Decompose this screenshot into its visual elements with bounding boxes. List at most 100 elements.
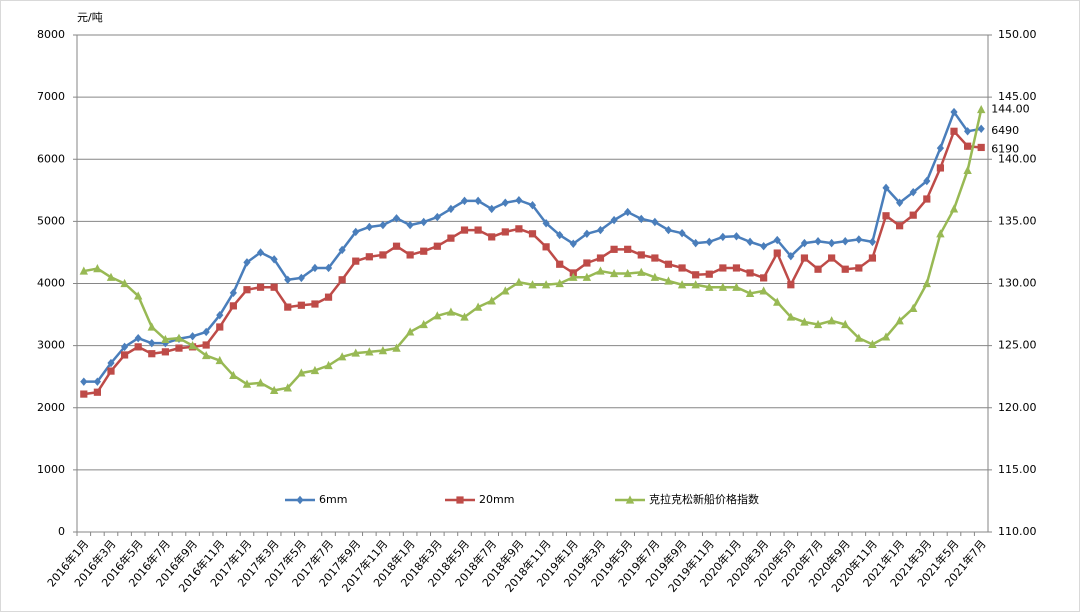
- y-tick-label: 7000: [37, 90, 65, 103]
- data-point: [691, 280, 700, 289]
- data-point: [705, 237, 713, 247]
- y2-tick-label: 130.00: [998, 277, 1037, 290]
- data-point: [188, 341, 197, 350]
- data-point: [664, 260, 673, 268]
- y2-tick-label: 120.00: [998, 401, 1037, 414]
- data-point: [760, 274, 768, 282]
- data-point: [909, 211, 917, 219]
- data-point: [311, 263, 319, 273]
- data-point: [650, 272, 660, 281]
- data-point: [841, 237, 849, 246]
- data-point: [909, 187, 917, 197]
- data-point: [964, 142, 972, 150]
- data-point: [964, 127, 972, 136]
- data-point: [950, 107, 958, 117]
- data-point: [365, 222, 373, 232]
- data-point: [107, 358, 115, 368]
- data-point: [297, 301, 305, 309]
- data-point: [270, 255, 278, 264]
- data-point: [678, 264, 686, 272]
- data-point: [624, 207, 632, 217]
- data-point: [936, 229, 945, 238]
- data-point: [243, 286, 251, 294]
- data-point: [447, 234, 455, 242]
- data-point: [134, 343, 142, 351]
- data-point: [895, 316, 904, 325]
- data-point: [107, 367, 115, 375]
- data-point: [855, 235, 863, 244]
- y2-tick-label: 140.00: [998, 152, 1037, 165]
- data-point: [216, 310, 224, 320]
- data-point: [841, 319, 850, 329]
- data-point: [379, 251, 387, 259]
- data-point: [868, 237, 877, 247]
- data-point: [378, 345, 388, 355]
- data-point: [881, 332, 891, 341]
- value-label: 6490: [991, 124, 1019, 137]
- data-point: [746, 237, 754, 247]
- data-point: [732, 232, 741, 241]
- data-point: [324, 360, 333, 370]
- y2-tick-label: 150.00: [998, 28, 1037, 41]
- data-point: [896, 222, 904, 230]
- data-point: [256, 248, 265, 257]
- data-point: [420, 217, 428, 227]
- data-point: [719, 232, 727, 242]
- data-point: [175, 344, 183, 352]
- data-point: [609, 268, 619, 278]
- data-point: [229, 302, 237, 310]
- data-point: [651, 217, 659, 227]
- data-point: [202, 327, 210, 337]
- data-point: [542, 219, 550, 228]
- data-point: [201, 350, 211, 360]
- data-point: [692, 238, 700, 248]
- data-point: [977, 104, 986, 114]
- data-point: [161, 348, 169, 356]
- data-point: [514, 277, 524, 286]
- data-point: [773, 249, 781, 257]
- y2-tick-label: 135.00: [998, 214, 1037, 227]
- data-point: [719, 264, 727, 272]
- data-point: [460, 196, 469, 206]
- data-point: [813, 319, 823, 329]
- y-tick-label: 1000: [37, 463, 65, 476]
- data-point: [106, 272, 116, 281]
- data-point: [474, 196, 482, 206]
- data-point: [610, 245, 618, 253]
- data-point: [93, 377, 101, 386]
- data-point: [188, 332, 197, 341]
- data-point: [392, 343, 401, 352]
- data-point: [651, 254, 659, 262]
- data-point: [732, 282, 741, 291]
- y-axis-label: 元/吨: [77, 11, 103, 24]
- data-point: [406, 251, 414, 259]
- data-point: [365, 253, 373, 261]
- data-point: [677, 280, 687, 289]
- data-point: [216, 323, 224, 331]
- data-point: [297, 273, 305, 283]
- data-point: [501, 228, 509, 236]
- legend-label: 克拉克松新船价格指数: [649, 492, 759, 506]
- data-point: [256, 378, 265, 387]
- legend-label: 6mm: [319, 493, 347, 506]
- data-point: [922, 278, 932, 288]
- y-tick-label: 6000: [37, 152, 65, 165]
- data-point: [854, 333, 864, 342]
- data-point: [202, 341, 210, 349]
- y-tick-label: 4000: [37, 277, 65, 290]
- data-point: [582, 272, 592, 281]
- data-point: [256, 283, 265, 291]
- data-point: [556, 260, 564, 268]
- data-point: [596, 225, 605, 235]
- data-point: [596, 266, 605, 275]
- data-point: [215, 355, 224, 365]
- data-point: [705, 282, 714, 291]
- data-point: [555, 278, 564, 288]
- data-point: [787, 251, 795, 261]
- data-point: [337, 352, 347, 361]
- data-point: [80, 377, 88, 386]
- data-point: [324, 293, 333, 301]
- data-point: [569, 239, 577, 248]
